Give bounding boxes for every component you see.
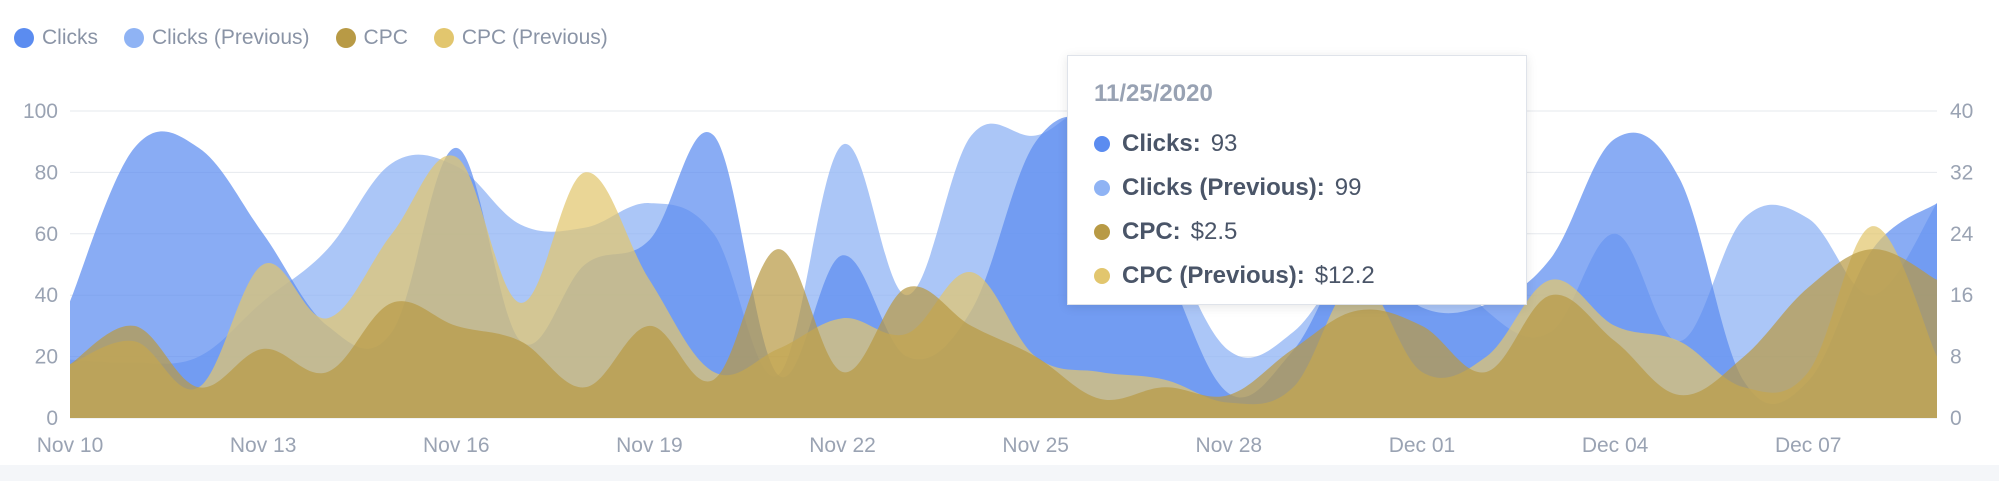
y-left-tick-label: 80	[35, 161, 58, 184]
x-tick-label: Dec 01	[1389, 434, 1456, 457]
tooltip-label: CPC:	[1122, 218, 1181, 245]
legend: Clicks Clicks (Previous) CPC CPC (Previous)	[14, 26, 608, 50]
y-left-tick-label: 60	[35, 223, 58, 246]
x-tick-label: Nov 16	[423, 434, 490, 457]
tooltip-row: CPC: $2.5	[1094, 210, 1500, 254]
y-right-tick-label: 24	[1950, 223, 1974, 246]
legend-item-cpc-previous[interactable]: CPC (Previous)	[433, 26, 608, 50]
tooltip-dot-icon	[1094, 268, 1110, 284]
series-area-cpc[interactable]	[70, 249, 1937, 418]
legend-label: Clicks	[42, 26, 98, 49]
tooltip-value: $12.2	[1314, 262, 1375, 289]
tooltip-dot-icon	[1094, 224, 1110, 240]
y-left-tick-label: 40	[35, 284, 58, 307]
tooltip-date: 11/25/2020	[1094, 80, 1213, 107]
x-tick-label: Nov 25	[1002, 434, 1069, 457]
tooltip-row: CPC (Previous): $12.2	[1094, 254, 1500, 298]
legend-label: Clicks (Previous)	[152, 26, 310, 49]
y-left-tick-label: 0	[46, 407, 58, 430]
y-right-tick-label: 0	[1950, 407, 1962, 430]
x-tick-label: Nov 13	[230, 434, 297, 457]
legend-item-cpc[interactable]: CPC	[335, 26, 408, 50]
x-tick-label: Nov 19	[616, 434, 683, 457]
tooltip-value: 99	[1334, 174, 1362, 201]
x-tick-label: Nov 28	[1196, 434, 1263, 457]
tooltip-rows: Clicks: 93 Clicks (Previous): 99 CPC: $2.5 CPC…	[1094, 122, 1500, 298]
legend-item-clicks[interactable]: Clicks	[14, 26, 98, 50]
legend-label: CPC	[363, 26, 408, 49]
series-area-cpc-previous[interactable]	[70, 155, 1937, 418]
tooltip-label: Clicks (Previous):	[1122, 174, 1325, 201]
y-right-tick-label: 8	[1950, 346, 1962, 369]
tooltip-row: Clicks: 93	[1094, 122, 1500, 166]
x-tick-label: Nov 22	[809, 434, 876, 457]
y-left-tick-label: 20	[35, 346, 58, 369]
y-left-tick-label: 100	[23, 100, 58, 123]
chart-plot: 0 20 40 60 80 100 0 8 16 24 32 40 Nov 10 Nov 13 Nov 16…	[23, 100, 1974, 457]
tooltip-label: CPC (Previous):	[1122, 262, 1305, 289]
tooltip-value: 93	[1210, 130, 1238, 157]
legend-item-clicks-previous[interactable]: Clicks (Previous)	[124, 26, 310, 50]
bottom-strip	[0, 465, 1999, 481]
legend-dot-icon	[14, 28, 34, 48]
x-tick-label: Dec 04	[1582, 434, 1649, 457]
y-right-tick-label: 32	[1950, 161, 1973, 184]
tooltip-dot-icon	[1094, 136, 1110, 152]
legend-dot-icon	[335, 28, 356, 48]
tooltip-dot-icon	[1094, 180, 1110, 196]
legend-dot-icon	[124, 28, 144, 48]
x-tick-label: Dec 07	[1775, 434, 1842, 457]
tooltip-label: Clicks:	[1122, 130, 1201, 157]
legend-label: CPC (Previous)	[461, 26, 608, 49]
y-right-tick-label: 40	[1950, 100, 1973, 123]
x-tick-label: Nov 10	[37, 434, 104, 457]
tooltip-row: Clicks (Previous): 99	[1094, 166, 1500, 210]
tooltip-value: $2.5	[1190, 218, 1238, 245]
y-right-tick-label: 16	[1950, 284, 1973, 307]
tooltip: 11/25/2020 Clicks: 93 Clicks (Previous): 99…	[1067, 55, 1527, 305]
legend-dot-icon	[433, 28, 454, 48]
